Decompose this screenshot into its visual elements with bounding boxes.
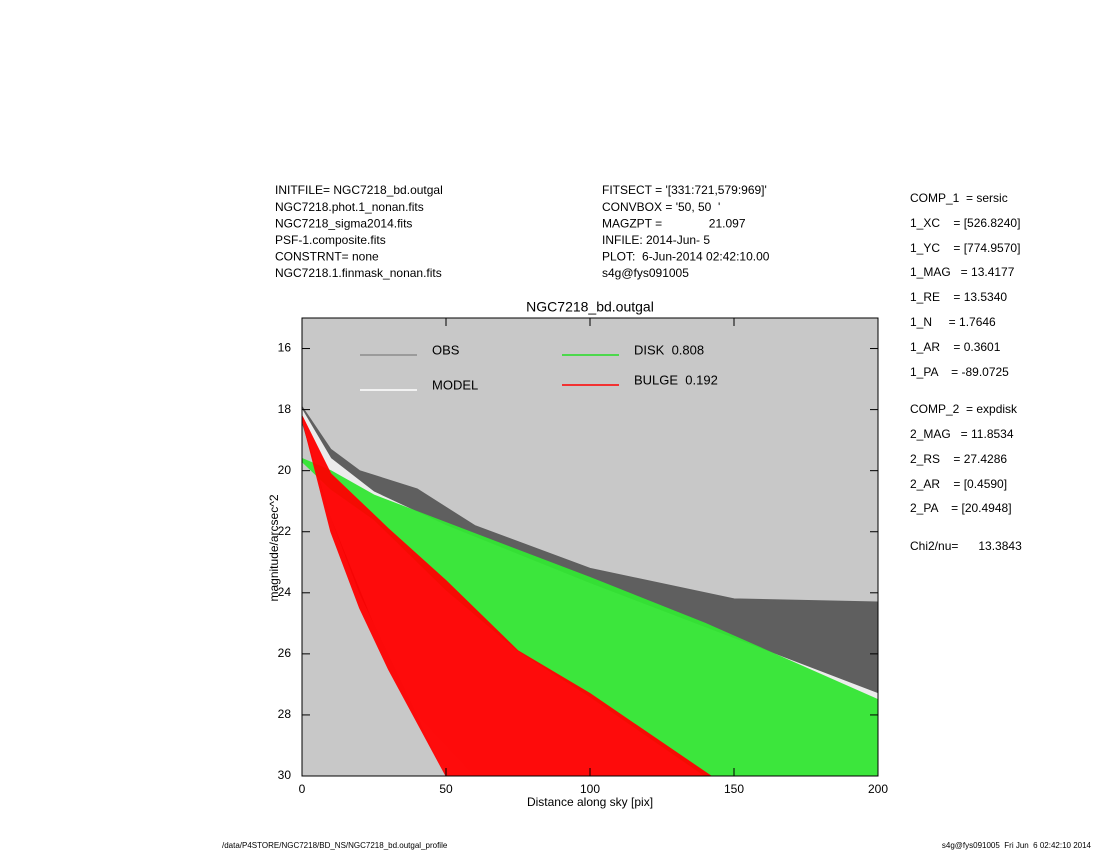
- y-tick-label: 16: [278, 341, 292, 355]
- header-middle-line: PLOT: 6-Jun-2014 02:42:10.00: [602, 250, 770, 264]
- legend-label: OBS: [432, 342, 460, 357]
- footer-left: /data/P4STORE/NGC7218/BD_NS/NGC7218_bd.o…: [222, 841, 448, 850]
- header-middle-line: MAGZPT = 21.097: [602, 216, 746, 230]
- chart-title: NGC7218_bd.outgal: [526, 299, 654, 315]
- footer-right: s4g@fys091005 Fri Jun 6 02:42:10 2014: [942, 841, 1092, 850]
- parameter-line: COMP_1 = sersic: [910, 191, 1008, 205]
- header-left-line: INITFILE= NGC7218_bd.outgal: [275, 183, 443, 197]
- parameter-line: 2_PA = [20.4948]: [910, 501, 1012, 515]
- header-middle-line: s4g@fys091005: [602, 266, 689, 280]
- parameter-line: 1_N = 1.7646: [910, 315, 996, 329]
- parameter-line: 1_YC = [774.9570]: [910, 241, 1020, 255]
- header-left-line: NGC7218.1.finmask_nonan.fits: [275, 266, 442, 280]
- x-tick-label: 0: [299, 782, 306, 796]
- parameter-line: 2_RS = 27.4286: [910, 452, 1007, 466]
- parameter-line: 2_MAG = 11.8534: [910, 427, 1014, 441]
- x-tick-label: 200: [868, 782, 888, 796]
- legend-label: DISK 0.808: [634, 342, 704, 357]
- y-tick-label: 18: [278, 402, 292, 416]
- header-left-line: PSF-1.composite.fits: [275, 233, 386, 247]
- legend-label: MODEL: [432, 377, 478, 392]
- parameter-line: COMP_2 = expdisk: [910, 402, 1018, 416]
- y-tick-label: 20: [278, 463, 292, 477]
- y-tick-label: 22: [278, 524, 292, 538]
- x-tick-label: 100: [580, 782, 600, 796]
- parameter-line: 1_AR = 0.3601: [910, 340, 1001, 354]
- header-middle-line: FITSECT = '[331:721,579:969]': [602, 183, 767, 197]
- header-left-line: CONSTRNT= none: [275, 250, 379, 264]
- x-tick-label: 150: [724, 782, 744, 796]
- x-tick-label: 50: [439, 782, 453, 796]
- plot-area: [302, 405, 878, 776]
- parameter-line: Chi2/nu= 13.3843: [910, 539, 1022, 553]
- parameter-line: 1_XC = [526.8240]: [910, 216, 1020, 230]
- header-middle-line: INFILE: 2014-Jun- 5: [602, 233, 710, 247]
- y-tick-label: 24: [278, 585, 292, 599]
- header-left-line: NGC7218_sigma2014.fits: [275, 216, 412, 230]
- parameter-line: 1_RE = 13.5340: [910, 290, 1007, 304]
- parameter-line: 1_PA = -89.0725: [910, 365, 1009, 379]
- header-left-line: NGC7218.phot.1_nonan.fits: [275, 200, 424, 214]
- y-axis-label: magnitude/arcsec^2: [267, 494, 281, 601]
- header-middle-line: CONVBOX = '50, 50 ': [602, 200, 720, 214]
- y-tick-label: 28: [278, 707, 292, 721]
- parameter-line: 2_AR = [0.4590]: [910, 477, 1007, 491]
- data-band: [302, 415, 712, 776]
- x-axis-label: Distance along sky [pix]: [527, 795, 653, 809]
- parameter-line: 1_MAG = 13.4177: [910, 265, 1015, 279]
- y-tick-label: 30: [278, 768, 292, 782]
- y-tick-label: 26: [278, 646, 292, 660]
- legend-label: BULGE 0.192: [634, 372, 718, 387]
